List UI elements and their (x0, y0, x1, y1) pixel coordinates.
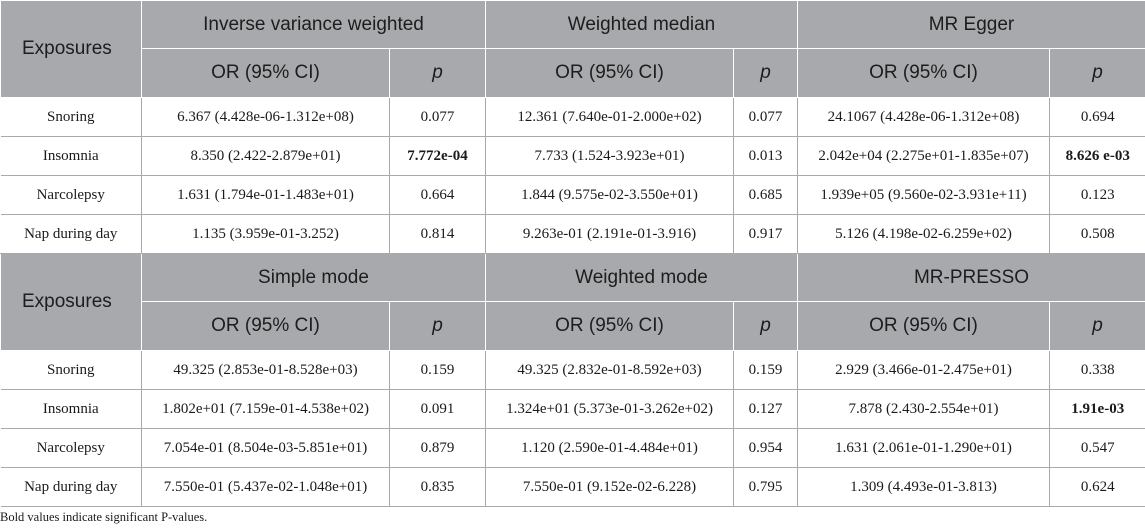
block-2: Exposures Simple mode Weighted mode MR-P… (0, 253, 1145, 507)
exposures-header: Exposures (0, 253, 142, 351)
p-value-cell: 0.077 (733, 97, 798, 137)
exposure-cell: Snoring (0, 350, 142, 390)
subheader-row: OR (95% CI) p OR (95% CI) p OR (95% CI) … (1, 48, 1145, 98)
method-header: Weighted mode (485, 253, 798, 302)
or-ci-cell: 1.631 (1.794e-01-1.483e+01) (141, 175, 390, 215)
p-value-cell: 0.917 (733, 214, 798, 254)
or-ci-cell: 1.802e+01 (7.159e-01-4.538e+02) (141, 389, 390, 429)
p-value-cell: 0.814 (389, 214, 486, 254)
or-ci-cell: 49.325 (2.853e-01-8.528e+03) (141, 350, 390, 390)
or-ci-cell: 1.120 (2.590e-01-4.484e+01) (485, 428, 734, 468)
p-value-cell: 0.624 (1049, 467, 1145, 507)
p-value-cell: 0.159 (389, 350, 486, 390)
p-header: p (1049, 301, 1145, 351)
p-value-cell: 0.508 (1049, 214, 1145, 254)
exposure-cell: Insomnia (0, 136, 142, 176)
or-ci-header: OR (95% CI) (485, 48, 734, 98)
or-ci-cell: 1.844 (9.575e-02-3.550e+01) (485, 175, 734, 215)
p-value-cell: 0.127 (733, 389, 798, 429)
p-value-cell: 1.91e-03 (1049, 389, 1145, 429)
block-1: Exposures Inverse variance weighted Weig… (0, 0, 1145, 254)
or-ci-cell: 1.309 (4.493e-01-3.813) (797, 467, 1050, 507)
p-value-cell: 0.547 (1049, 428, 1145, 468)
exposure-cell: Narcolepsy (0, 175, 142, 215)
exposure-cell: Nap during day (0, 214, 142, 254)
table-row: Insomnia 1.802e+01 (7.159e-01-4.538e+02) 0… (0, 389, 1145, 429)
table-row: Snoring 49.325 (2.853e-01-8.528e+03) 0.159… (0, 350, 1145, 390)
subheader-row: OR (95% CI) p OR (95% CI) p OR (95% CI) … (1, 301, 1145, 351)
p-value-cell: 0.159 (733, 350, 798, 390)
or-ci-header: OR (95% CI) (797, 301, 1050, 351)
footnote: Bold values indicate significant P-value… (0, 510, 208, 524)
or-ci-cell: 1.939e+05 (9.560e-02-3.931e+11) (797, 175, 1050, 215)
p-header: p (733, 301, 798, 351)
p-value-cell: 0.664 (389, 175, 486, 215)
p-value-cell: 0.954 (733, 428, 798, 468)
exposure-cell: Narcolepsy (0, 428, 142, 468)
table-row: Narcolepsy 7.054e-01 (8.504e-03-5.851e+01… (0, 428, 1145, 468)
or-ci-cell: 2.929 (3.466e-01-2.475e+01) (797, 350, 1050, 390)
p-value-cell: 0.013 (733, 136, 798, 176)
or-ci-cell: 49.325 (2.832e-01-8.592e+03) (485, 350, 734, 390)
p-value-cell: 7.772e-04 (389, 136, 486, 176)
p-value-cell: 8.626 e-03 (1049, 136, 1145, 176)
table-row: Insomnia 8.350 (2.422-2.879e+01) 7.772e-04… (0, 136, 1145, 176)
table-row: Narcolepsy 1.631 (1.794e-01-1.483e+01) 0.6… (0, 175, 1145, 215)
p-header: p (733, 48, 798, 98)
or-ci-cell: 12.361 (7.640e-01-2.000e+02) (485, 97, 734, 137)
method-header: MR Egger (797, 0, 1145, 49)
exposure-cell: Snoring (0, 97, 142, 137)
method-header: Inverse variance weighted (141, 0, 486, 49)
p-header: p (389, 48, 486, 98)
or-ci-header: OR (95% CI) (141, 48, 390, 98)
or-ci-cell: 7.550e-01 (5.437e-02-1.048e+01) (141, 467, 390, 507)
p-value-cell: 0.835 (389, 467, 486, 507)
table-row: Nap during day 1.135 (3.959e-01-3.252) 0.8… (0, 214, 1145, 254)
p-value-cell: 0.795 (733, 467, 798, 507)
p-value-cell: 0.123 (1049, 175, 1145, 215)
or-ci-cell: 24.1067 (4.428e-06-1.312e+08) (797, 97, 1050, 137)
p-value-cell: 0.685 (733, 175, 798, 215)
or-ci-cell: 7.550e-01 (9.152e-02-6.228) (485, 467, 734, 507)
method-header: Weighted median (485, 0, 798, 49)
or-ci-cell: 1.631 (2.061e-01-1.290e+01) (797, 428, 1050, 468)
or-ci-cell: 7.878 (2.430-2.554e+01) (797, 389, 1050, 429)
mr-results-table: Exposures Inverse variance weighted Weig… (0, 0, 1145, 507)
exposure-cell: Insomnia (0, 389, 142, 429)
p-value-cell: 0.338 (1049, 350, 1145, 390)
p-header: p (389, 301, 486, 351)
p-header: p (1049, 48, 1145, 98)
or-ci-cell: 7.054e-01 (8.504e-03-5.851e+01) (141, 428, 390, 468)
or-ci-cell: 1.135 (3.959e-01-3.252) (141, 214, 390, 254)
p-value-cell: 0.077 (389, 97, 486, 137)
p-value-cell: 0.694 (1049, 97, 1145, 137)
or-ci-cell: 2.042e+04 (2.275e+01-1.835e+07) (797, 136, 1050, 176)
or-ci-cell: 5.126 (4.198e-02-6.259e+02) (797, 214, 1050, 254)
p-value-cell: 0.091 (389, 389, 486, 429)
method-header: Simple mode (141, 253, 486, 302)
or-ci-header: OR (95% CI) (797, 48, 1050, 98)
or-ci-cell: 6.367 (4.428e-06-1.312e+08) (141, 97, 390, 137)
or-ci-header: OR (95% CI) (485, 301, 734, 351)
method-header-row: Exposures Simple mode Weighted mode MR-P… (0, 253, 1145, 351)
method-header: MR-PRESSO (797, 253, 1145, 302)
exposures-header: Exposures (0, 0, 142, 98)
or-ci-cell: 7.733 (1.524-3.923e+01) (485, 136, 734, 176)
table-row: Snoring 6.367 (4.428e-06-1.312e+08) 0.077 1… (0, 97, 1145, 137)
or-ci-cell: 8.350 (2.422-2.879e+01) (141, 136, 390, 176)
exposure-cell: Nap during day (0, 467, 142, 507)
p-value-cell: 0.879 (389, 428, 486, 468)
table-row: Nap during day 7.550e-01 (5.437e-02-1.048… (0, 467, 1145, 507)
or-ci-header: OR (95% CI) (141, 301, 390, 351)
or-ci-cell: 1.324e+01 (5.373e-01-3.262e+02) (485, 389, 734, 429)
method-header-row: Exposures Inverse variance weighted Weig… (0, 0, 1145, 98)
or-ci-cell: 9.263e-01 (2.191e-01-3.916) (485, 214, 734, 254)
